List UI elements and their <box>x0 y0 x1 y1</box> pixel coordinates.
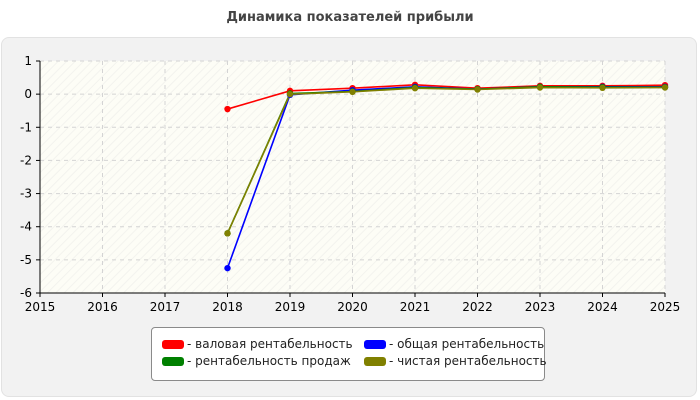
y-tick-label: -3 <box>20 187 32 201</box>
x-tick-label: 2015 <box>25 300 56 314</box>
x-tick-label: 2021 <box>400 300 431 314</box>
y-tick-label: -1 <box>20 120 32 134</box>
legend-swatch-sales-margin <box>162 356 184 366</box>
legend-label-net-margin: - чистая рентабельность <box>389 354 547 368</box>
y-tick-label: -6 <box>20 286 32 300</box>
y-tick-label: 1 <box>24 54 32 68</box>
data-point-s1-0 <box>224 264 231 272</box>
x-tick-label: 2016 <box>87 300 118 314</box>
x-tick-label: 2020 <box>337 300 368 314</box>
data-point-s3-1 <box>286 90 294 98</box>
chart-title: Динамика показателей прибыли <box>226 10 474 25</box>
data-point-s3-2 <box>349 88 356 96</box>
legend-item-sales-margin: - рентабельность продаж <box>162 354 351 368</box>
legend-item-gross-margin: - валовая рентабельность <box>162 337 353 351</box>
legend-swatch-total-margin <box>364 339 386 349</box>
data-point-s3-6 <box>599 84 606 92</box>
data-point-s3-7 <box>661 84 669 91</box>
legend-label-sales-margin: - рентабельность продаж <box>187 354 351 368</box>
x-tick-label: 2024 <box>587 300 618 314</box>
legend-label-gross-margin: - валовая рентабельность <box>187 337 353 351</box>
x-tick-label: 2019 <box>275 300 306 314</box>
data-point-s3-3 <box>411 84 419 92</box>
data-point-s3-4 <box>474 86 481 93</box>
legend-item-total-margin: - общая рентабельность <box>364 337 544 351</box>
series-points <box>224 81 669 272</box>
y-tick-label: -4 <box>20 220 32 234</box>
axes <box>36 60 666 297</box>
data-point-s3-5 <box>536 84 544 91</box>
data-point-s3-0 <box>224 230 231 237</box>
x-tick-label: 2017 <box>150 300 181 314</box>
y-tick-label: 0 <box>24 87 32 101</box>
series-line-3 <box>226 86 666 234</box>
y-tick-label: -5 <box>20 253 32 267</box>
x-tick-label: 2023 <box>525 300 556 314</box>
data-point-s0-0 <box>224 105 231 113</box>
legend-swatch-gross-margin <box>162 339 184 349</box>
x-tick-label: 2018 <box>212 300 243 314</box>
series-lines <box>226 84 666 269</box>
x-tick-label: 2022 <box>462 300 493 314</box>
legend-label-total-margin: - общая рентабельность <box>389 337 545 351</box>
legend-swatch-net-margin <box>364 356 386 366</box>
x-tick-label: 2025 <box>650 300 681 314</box>
legend-item-net-margin: - чистая рентабельность <box>364 354 547 368</box>
legend: - валовая рентабельность - общая рентабе… <box>151 327 547 381</box>
y-tick-label: -2 <box>20 153 32 167</box>
series-line-0 <box>227 84 666 110</box>
